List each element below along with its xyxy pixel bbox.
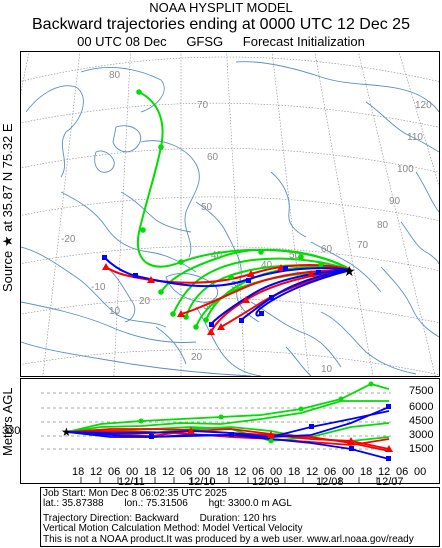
time-tick: 06: [252, 466, 265, 478]
model-name: NOAA HYSPLIT MODEL: [149, 0, 293, 15]
graticule: [21, 52, 439, 376]
subtitle-meteo-model: GFSG: [186, 34, 224, 49]
date-label: 12/08: [316, 476, 344, 488]
height-label: 7500: [409, 385, 434, 397]
time-tick: 00: [342, 466, 355, 478]
chart-subtitle: 00 UTC 08 Dec GFSG Forecast Initializati…: [0, 34, 442, 50]
info-duration: Duration: 120 hrs: [199, 512, 277, 524]
time-tick: 12: [378, 466, 391, 478]
lat-label: 60: [207, 152, 219, 163]
source-location-label: Source ★ at 35.87 N 75.32 E: [0, 123, 16, 292]
lon-label: 20: [139, 296, 151, 307]
lon-label: 60: [321, 244, 333, 255]
lon-label: -20: [61, 234, 76, 245]
lon-label: 70: [357, 240, 369, 251]
trajectory-green-long: [136, 91, 352, 271]
lat-label: 80: [109, 70, 121, 81]
lon-label: 110: [407, 132, 423, 143]
vertical-svg: ★: [41, 381, 397, 483]
lon-label: 10: [109, 306, 121, 317]
time-tick: 12: [162, 466, 175, 478]
info-lat: lat.: 35.87388: [43, 498, 104, 510]
trajectory-map: 80 70 60 50 40 30 20 10 -20 -10 10 20 30…: [20, 51, 440, 377]
source-star-icon: ★: [0, 235, 15, 248]
info-vertical-motion: Vertical Motion Calculation Method: Mode…: [43, 523, 303, 535]
lon-label: 90: [389, 196, 401, 207]
subtitle-start-time: 00 UTC 08 Dec: [77, 34, 167, 49]
vertical-profile: ★ 7500 6000 4500 3000 1500: [20, 378, 440, 484]
longitude-labels: -20 -10 10 20 30 40 50 60 70 80 90 100 1…: [61, 100, 432, 317]
trajectory-red: [105, 264, 352, 284]
height-label: 6000: [409, 401, 434, 413]
job-start: Job Start: Mon Dec 8 06:02:35 UTC 2025: [43, 488, 227, 499]
height-markers: [138, 381, 393, 461]
lon-label: -10: [91, 282, 106, 293]
chart-title: Backward trajectories ending at 0000 UTC…: [32, 16, 410, 33]
date-label: 12/09: [252, 476, 280, 488]
lon-label: 120: [415, 100, 432, 111]
source-prefix: Source: [0, 250, 15, 292]
height-label: 1500: [409, 443, 434, 455]
time-tick: 18: [72, 466, 85, 478]
trajectory-blue: [104, 257, 352, 288]
time-tick: 18: [144, 466, 157, 478]
time-tick: 18: [288, 466, 301, 478]
coastlines: [21, 61, 439, 376]
trajectory-settings: Trajectory Direction: Backward Duration:…: [43, 512, 437, 524]
source-star-icon: ★: [343, 263, 356, 279]
info-direction: Trajectory Direction: Backward: [43, 512, 179, 524]
source-coordinates: lat.: 35.87388 lon.: 75.31506 hgt: 3300.…: [43, 499, 437, 509]
time-tick: 06: [180, 466, 193, 478]
y-axis-label: Meters AGL: [0, 387, 15, 456]
lon-label: 100: [397, 164, 414, 175]
trajectory-blue: [255, 269, 352, 317]
info-lon: lon.: 75.31506: [124, 498, 188, 510]
source-lon: 75.32 E: [0, 123, 15, 169]
time-tick: 00: [414, 466, 427, 478]
time-tick-marks: [80, 477, 397, 483]
time-tick: 12: [306, 466, 319, 478]
info-hgt: hgt: 3300.0 m AGL: [208, 498, 292, 510]
lat-label: 10: [321, 364, 333, 375]
lat-label: 70: [197, 100, 209, 111]
lon-label: 40: [261, 260, 273, 271]
trajectory-green: [172, 257, 352, 315]
time-tick: 18: [216, 466, 229, 478]
time-tick: 06: [108, 466, 121, 478]
time-tick: 12: [90, 466, 103, 478]
date-label: 12/07: [376, 476, 404, 488]
lat-label: 40: [211, 250, 223, 261]
source-lat: 35.87 N: [0, 171, 15, 218]
height-label: 4500: [409, 415, 434, 427]
height-lines: [66, 383, 390, 460]
time-tick: 18: [360, 466, 373, 478]
date-label: 12/11: [118, 476, 145, 488]
height-label: 3000: [409, 429, 434, 441]
source-star-icon: ★: [61, 425, 72, 439]
trajectory-markers: [102, 89, 324, 335]
lon-label: 50: [289, 250, 301, 261]
time-tick: 00: [126, 466, 139, 478]
time-tick: 12: [234, 466, 247, 478]
time-tick: 00: [270, 466, 283, 478]
subtitle-forecast: Forecast Initialization: [242, 34, 365, 49]
trajectory-red: [180, 269, 352, 315]
lat-label: 50: [201, 202, 213, 213]
lat-label: 20: [191, 352, 203, 363]
job-info-box: Job Start: Mon Dec 8 06:02:35 UTC 2025 l…: [40, 487, 440, 547]
time-tick: 00: [198, 466, 211, 478]
lon-label: 80: [377, 220, 389, 231]
trajectory-blue: [210, 269, 352, 325]
source-at: at: [0, 221, 15, 232]
info-disclaimer: This is not a NOAA product.It was produc…: [43, 533, 414, 545]
date-label: 12/10: [188, 476, 216, 488]
map-svg: 80 70 60 50 40 30 20 10 -20 -10 10 20 30…: [21, 52, 439, 376]
time-tick: 06: [396, 466, 409, 478]
time-tick: 06: [324, 466, 337, 478]
